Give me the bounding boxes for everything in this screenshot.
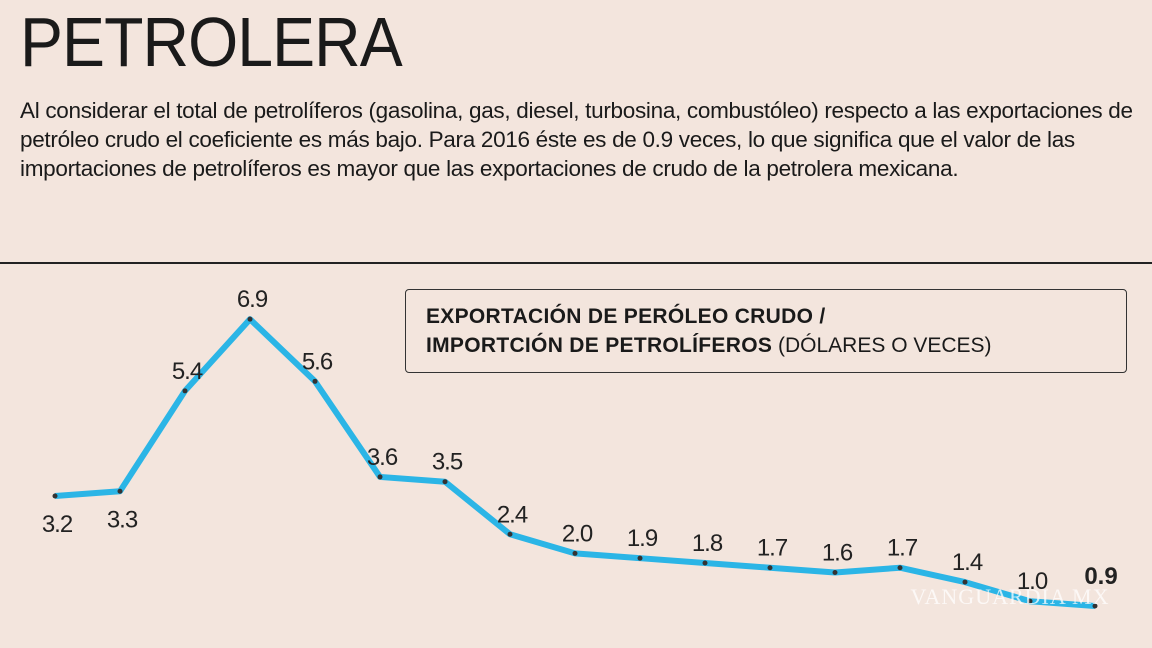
data-point — [702, 560, 708, 566]
data-point — [117, 488, 123, 494]
legend-box: EXPORTACIÓN DE PERÓLEO CRUDO / IMPORTCIÓ… — [405, 289, 1127, 373]
data-label: 3.3 — [107, 506, 138, 533]
data-point — [962, 579, 968, 585]
data-point — [442, 479, 448, 485]
data-label: 3.2 — [42, 511, 73, 538]
data-point — [247, 316, 253, 322]
data-point — [52, 493, 58, 499]
watermark: VANGUARDIA MX — [910, 584, 1109, 609]
data-point — [832, 570, 838, 576]
legend-unit: (DÓLARES O VECES) — [778, 334, 992, 357]
data-label: 1.6 — [822, 540, 853, 567]
separator — [0, 262, 1152, 264]
data-point — [182, 388, 188, 394]
legend-text: EXPORTACIÓN DE PERÓLEO CRUDO / — [426, 305, 826, 328]
data-point — [377, 474, 383, 480]
data-point — [312, 378, 318, 384]
data-label: 1.9 — [627, 525, 658, 552]
data-point — [1092, 603, 1098, 609]
data-label: 3.6 — [367, 444, 398, 471]
data-label: 0.9 — [1084, 563, 1117, 590]
description: Al considerar el total de petrolíferos (… — [20, 98, 1133, 181]
data-line — [54, 316, 1096, 609]
data-label: 3.5 — [432, 449, 463, 476]
data-point — [572, 550, 578, 556]
data-label: 1.7 — [887, 535, 918, 562]
data-point — [507, 531, 513, 537]
data-label: 1.8 — [692, 530, 723, 557]
data-label: 5.6 — [302, 348, 333, 375]
data-label: 1.0 — [1017, 568, 1048, 595]
data-point — [1027, 598, 1033, 604]
data-point — [897, 565, 903, 571]
data-label: 1.4 — [952, 549, 983, 576]
legend-text: IMPORTCIÓN DE PETROLÍFEROS — [426, 334, 773, 357]
data-label: 6.9 — [237, 286, 268, 313]
title: PETROLERA — [20, 3, 403, 81]
data-point — [767, 565, 773, 571]
data-point — [637, 555, 643, 561]
data-label: 2.0 — [562, 520, 593, 547]
data-label: 5.4 — [172, 358, 203, 385]
data-label: 1.7 — [757, 535, 788, 562]
data-label: 2.4 — [497, 501, 528, 528]
